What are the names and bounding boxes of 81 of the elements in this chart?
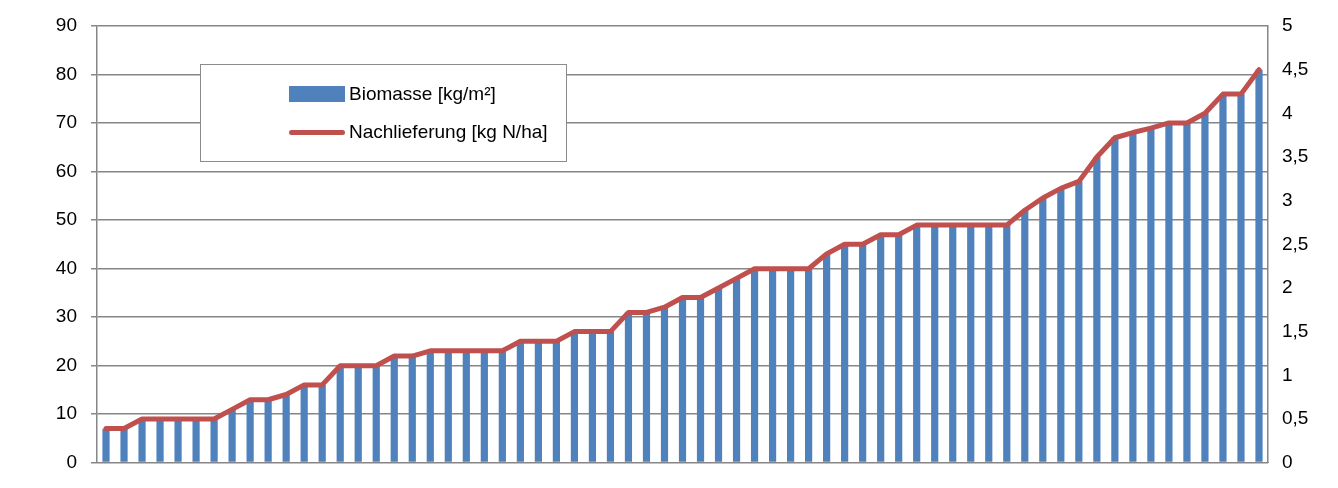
bar (174, 418, 182, 462)
bar (1147, 127, 1155, 462)
bar (768, 268, 777, 462)
bar (444, 351, 452, 462)
y2-tick-label: 0,5 (1282, 407, 1309, 429)
y2-tick-label: 1 (1282, 363, 1293, 385)
bar (318, 384, 326, 462)
y2-tick-label: 3,5 (1282, 145, 1309, 167)
bar (480, 351, 488, 462)
y2-tick-label: 4,5 (1282, 57, 1309, 79)
bar (192, 418, 200, 462)
bar (660, 307, 669, 462)
bar (588, 331, 597, 462)
bar (516, 341, 524, 462)
y-tick-label: 60 (55, 159, 77, 181)
bar (282, 394, 290, 462)
y2-tick-label: 2,5 (1282, 232, 1309, 254)
bar (1039, 198, 1047, 462)
y2-tick-label: 4 (1282, 101, 1293, 123)
bar (1129, 132, 1137, 462)
bar (408, 355, 416, 462)
bar (696, 297, 705, 462)
y-tick-label: 10 (55, 402, 77, 424)
bar (552, 341, 560, 462)
y-tick-label: 50 (55, 208, 77, 230)
bar (1201, 113, 1209, 462)
y2-tick-label: 3 (1282, 188, 1293, 210)
bar (859, 244, 867, 462)
bar (642, 312, 651, 462)
bar (895, 234, 903, 462)
bar (534, 341, 542, 462)
y2-tick-label: 1,5 (1282, 319, 1309, 341)
legend-label: Biomasse [kg/m²] (349, 83, 496, 105)
bar (624, 312, 633, 462)
bar (246, 399, 254, 462)
bar (805, 268, 813, 462)
bar (678, 297, 687, 462)
bar (1183, 123, 1191, 462)
bar (372, 365, 380, 462)
y-tick-label: 90 (55, 14, 77, 36)
y-tick-label: 0 (66, 450, 77, 472)
bar (786, 268, 795, 462)
bar (714, 287, 723, 462)
bar (841, 244, 849, 462)
bar (823, 254, 831, 462)
y-tick-label: 80 (55, 62, 77, 84)
bar (1057, 188, 1065, 462)
bar (877, 234, 885, 462)
bar (606, 331, 615, 462)
bar (498, 351, 506, 462)
bar (210, 418, 218, 462)
bar (1237, 93, 1245, 462)
y-tick-label: 20 (55, 353, 77, 375)
bar (1075, 181, 1083, 462)
bar (1021, 210, 1029, 462)
bar (732, 278, 741, 462)
bar (354, 365, 362, 462)
bar (1255, 69, 1263, 462)
bar (300, 384, 308, 462)
legend-label: Nachlieferung [kg N/ha] (349, 121, 548, 143)
bar (228, 409, 236, 462)
y-tick-label: 70 (55, 111, 77, 133)
bar (462, 351, 470, 462)
bar (1165, 123, 1173, 462)
bar (156, 418, 164, 462)
bar (1093, 156, 1101, 462)
bar (1003, 224, 1011, 462)
y2-tick-label: 2 (1282, 276, 1293, 298)
y-tick-label: 40 (55, 256, 77, 278)
bar (264, 399, 272, 462)
bar (570, 331, 579, 462)
y2-tick-label: 5 (1282, 14, 1293, 36)
bar (102, 428, 110, 462)
bar (1111, 137, 1119, 462)
bar (426, 351, 434, 462)
y-tick-label: 30 (55, 305, 77, 327)
bar (336, 365, 344, 462)
bar (120, 428, 128, 462)
bar (138, 418, 146, 462)
y2-tick-label: 0 (1282, 450, 1293, 472)
bar (750, 268, 759, 462)
